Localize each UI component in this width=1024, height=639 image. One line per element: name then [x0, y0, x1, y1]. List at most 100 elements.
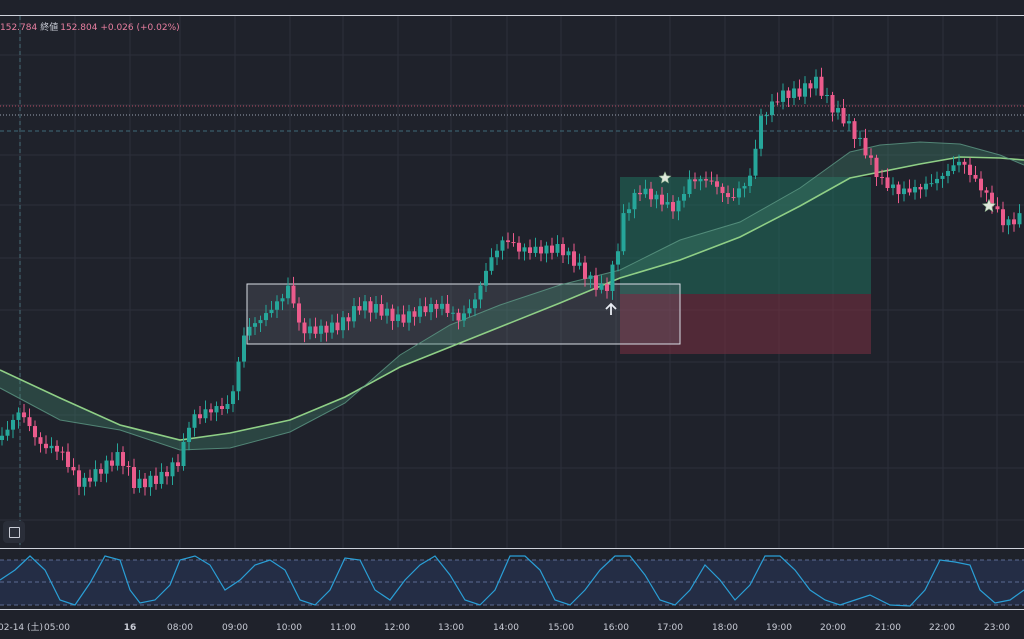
candle-body [660, 194, 664, 205]
candle-body [533, 246, 538, 253]
candle-body [599, 284, 604, 290]
candle-body [143, 478, 147, 488]
x-tick-label: 20:00 [820, 623, 846, 633]
x-tick-label: 23:00 [984, 623, 1010, 633]
oscillator-pane [0, 548, 1024, 610]
candle-body [885, 177, 890, 189]
candle-body [935, 178, 939, 184]
candle-body [753, 148, 758, 176]
candle-body [654, 194, 659, 200]
candle-body [390, 308, 395, 321]
candle-body [280, 298, 285, 302]
candle-body [511, 242, 516, 244]
candle-body [561, 244, 565, 256]
candle-body [33, 426, 37, 438]
candle-body [583, 262, 587, 279]
candle-body [781, 90, 785, 102]
candle-body [770, 101, 774, 116]
candle-body [594, 275, 598, 290]
candle-body [643, 188, 648, 195]
candle-body [605, 284, 609, 291]
candle-body [797, 88, 802, 97]
x-tick-label: 19:00 [766, 623, 792, 633]
candle-body [115, 452, 120, 466]
candle-body [737, 188, 741, 198]
candle-body [379, 304, 384, 316]
candle-body [665, 202, 670, 205]
candle-body [363, 301, 367, 311]
candle-body [247, 326, 252, 336]
candle-body [836, 108, 840, 113]
cloud-fill [0, 142, 1024, 450]
markers [605, 171, 996, 315]
candle-body [330, 322, 334, 333]
star-icon [982, 198, 996, 212]
candle-body [946, 170, 950, 176]
candle-body [918, 186, 923, 190]
candle-body [506, 240, 510, 243]
candle-body [704, 179, 708, 181]
candle-body [957, 161, 961, 166]
candle-body [1006, 219, 1011, 226]
candle-body [863, 137, 868, 156]
candle-body [825, 95, 829, 97]
candle-body [913, 186, 917, 193]
candle-body [500, 240, 505, 251]
candle-body [638, 192, 642, 195]
candle-body [203, 409, 208, 419]
candle-body [368, 301, 373, 313]
candle-body [693, 179, 697, 182]
candle-body [616, 251, 620, 265]
candle-body [60, 451, 65, 453]
candle-body [269, 309, 274, 314]
candle-body [198, 414, 202, 419]
candle-body [38, 437, 43, 444]
candle-body [137, 478, 142, 488]
candle-body [209, 409, 213, 413]
arrow-up-icon [605, 302, 617, 315]
candle-body [858, 137, 862, 139]
candle-body [275, 301, 279, 310]
candle-body [555, 244, 560, 253]
candle-body [847, 121, 851, 124]
candle-body [968, 164, 972, 175]
candle-body [715, 181, 719, 187]
candle-body [324, 325, 329, 333]
candle-body [192, 414, 197, 428]
candle-body [951, 165, 956, 171]
x-tick-label: 02-14 (土) [0, 621, 43, 633]
candle-body [11, 419, 15, 430]
x-tick-label: 21:00 [875, 623, 901, 633]
candles [0, 67, 1022, 496]
candle-body [88, 477, 92, 482]
candle-body [990, 192, 994, 207]
open-value: 152.784 [0, 23, 38, 33]
x-tick-label: 09:00 [222, 623, 248, 633]
candle-body [423, 306, 428, 313]
x-tick-label: 14:00 [493, 623, 519, 633]
candle-body [462, 313, 466, 321]
candle-body [588, 275, 593, 279]
candle-body [539, 246, 543, 254]
square-select-icon[interactable] [3, 521, 25, 543]
candle-body [181, 441, 186, 467]
close-value: 152.804 [60, 23, 98, 33]
candle-body [522, 247, 527, 252]
candle-body [1017, 213, 1022, 225]
candle-body [671, 202, 675, 212]
candle-body [154, 475, 158, 484]
candle-body [291, 285, 296, 304]
candle-body [22, 412, 26, 418]
candle-body [979, 178, 983, 191]
close-label: 終値 [40, 23, 59, 33]
candle-body [929, 183, 934, 185]
x-axis: 02-14 (土) 05:00 16 08:00 09:00 10:00 11:00 12:0… [0, 621, 1010, 633]
candle-body [676, 200, 681, 212]
candle-body [385, 308, 389, 316]
candle-body [451, 312, 455, 314]
candle-body [1001, 209, 1005, 226]
x-tick-label: 22:00 [929, 623, 955, 633]
candle-body [434, 303, 439, 309]
candle-body [121, 452, 125, 466]
